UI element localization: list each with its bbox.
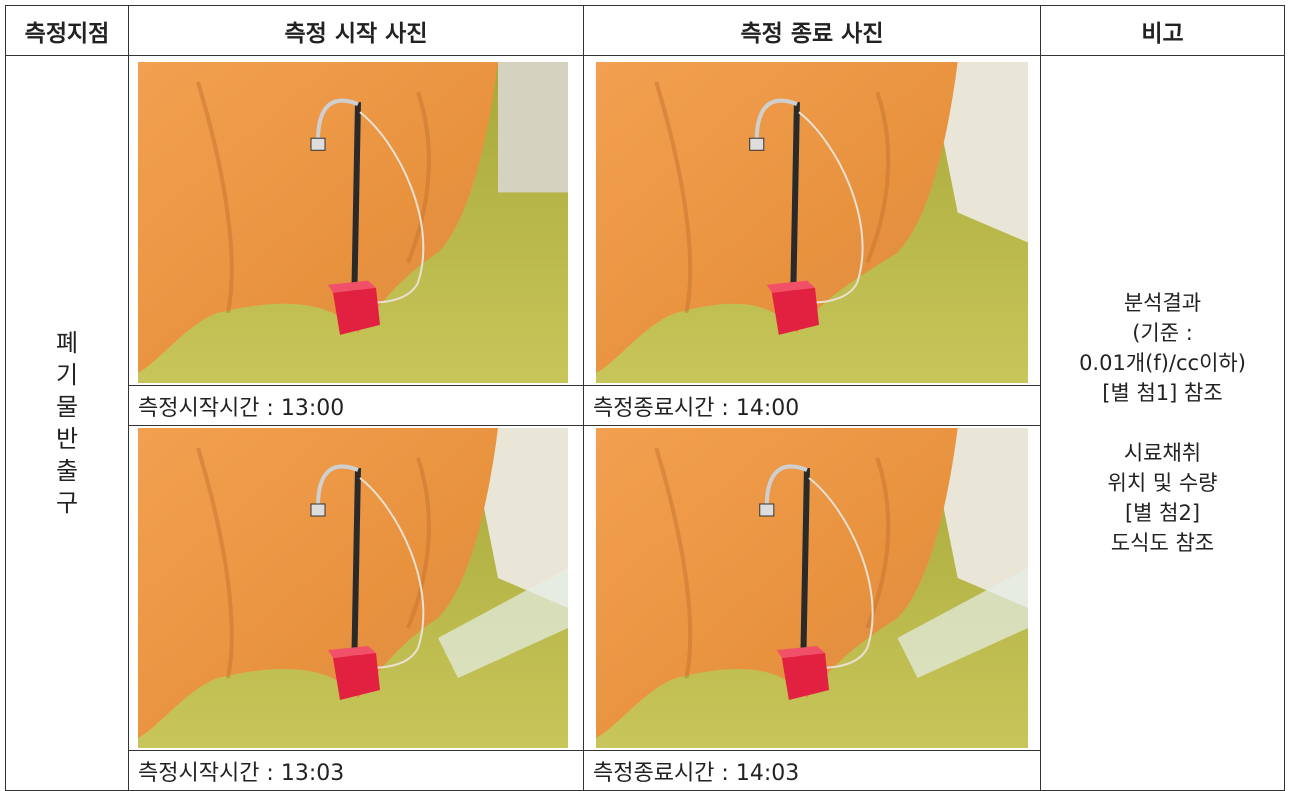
remarks-line: 도식도 참조 xyxy=(1110,531,1215,555)
remarks-line: [별 첨2] xyxy=(1124,501,1201,525)
photo xyxy=(138,428,568,748)
header-cell: 비고 xyxy=(1040,5,1285,56)
photo xyxy=(596,428,1028,748)
location-cell: 폐기물반출구 xyxy=(5,55,129,791)
header-text: 측정 종료 사진 xyxy=(740,20,884,47)
remarks-line: 시료채취 xyxy=(1123,441,1202,465)
caption: 측정종료시간 : 14:00 xyxy=(593,395,800,421)
remarks-line: 분석결과 xyxy=(1123,291,1202,315)
remarks-line: 0.01개(f)/cc이하) xyxy=(1079,351,1246,375)
photo xyxy=(138,62,568,383)
caption: 측정시작시간 : 13:03 xyxy=(138,760,345,786)
caption: 측정종료시간 : 14:03 xyxy=(593,760,800,786)
header-text: 비고 xyxy=(1141,20,1184,47)
photo xyxy=(596,62,1028,383)
divider xyxy=(128,385,1041,386)
header-text: 측정 시작 사진 xyxy=(284,20,428,47)
remarks-line: 위치 및 수량 xyxy=(1107,471,1218,495)
header-text: 측정지점 xyxy=(24,20,110,47)
location-text: 폐기물반출구 xyxy=(55,329,79,517)
remarks-block: 분석결과 (기준 : 0.01개(f)/cc이하) [별 첨1] 참조 xyxy=(1079,288,1246,408)
caption: 측정시작시간 : 13:00 xyxy=(138,395,345,421)
header-cell: 측정 종료 사진 xyxy=(583,5,1041,56)
header-cell: 측정 시작 사진 xyxy=(128,5,584,56)
remarks-line: [별 첨1] 참조 xyxy=(1102,381,1223,405)
header-cell: 측정지점 xyxy=(5,5,129,56)
remarks-line: (기준 : xyxy=(1132,321,1193,345)
divider xyxy=(128,750,1041,751)
